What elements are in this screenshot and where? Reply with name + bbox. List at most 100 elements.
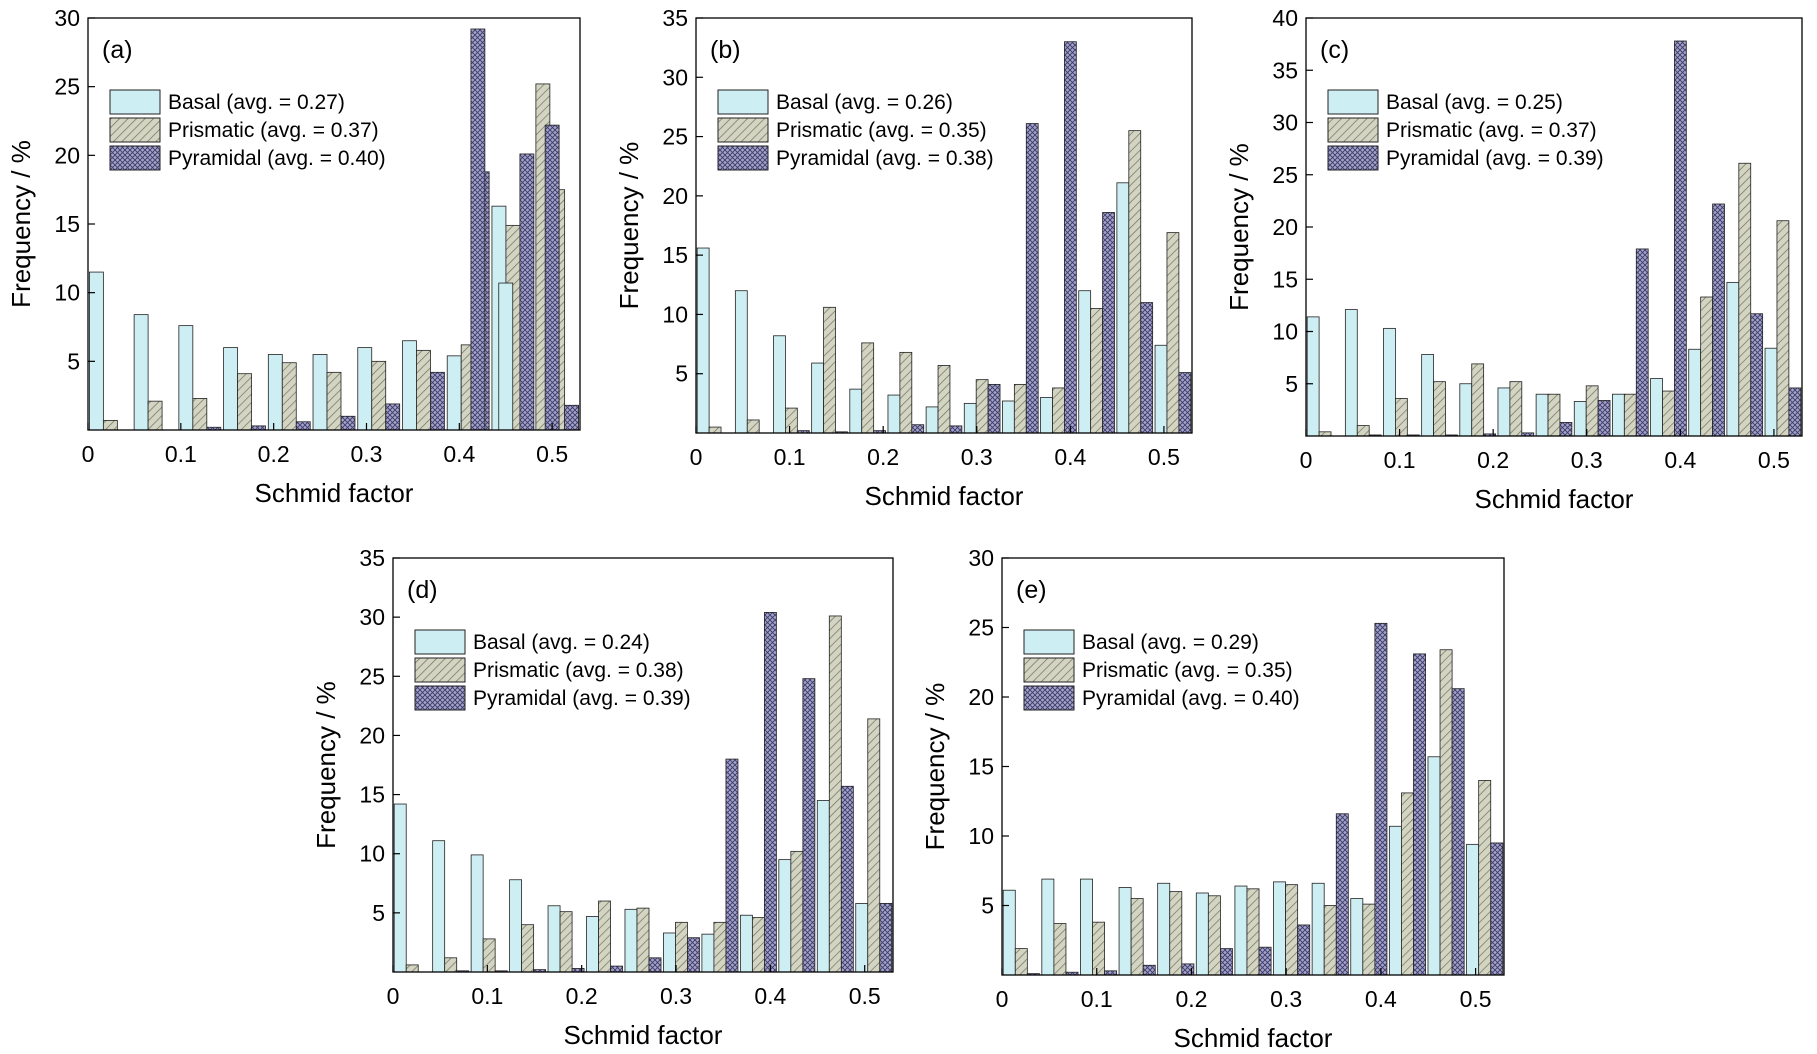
bar-series1-bin8: [1273, 881, 1286, 976]
bar-series1-bin1: [1002, 889, 1016, 976]
bar-series2-bin3: [1092, 921, 1105, 976]
x-tick-label: 0.4: [1054, 444, 1086, 470]
bar-series2-bin3: [785, 407, 798, 434]
bar-series2-bin7: [636, 907, 650, 973]
x-tick-label: 0.4: [1664, 447, 1696, 473]
bar-series1-bin11: [1688, 348, 1702, 437]
bar-series2-bin6: [1207, 895, 1221, 976]
y-tick-label: 25: [968, 615, 994, 641]
bar-extra-3: [470, 28, 486, 431]
y-tick-label: 5: [1285, 371, 1298, 397]
bar-series3-bin7: [648, 957, 662, 973]
legend-swatch-1: [109, 89, 161, 115]
panel-label: (c): [1320, 36, 1349, 64]
bar-series1-bin7: [357, 347, 373, 431]
bar-series2-bin5: [1471, 363, 1485, 437]
bar-series3-bin11: [1712, 203, 1725, 437]
bar-series1-bin12: [1427, 756, 1441, 976]
bar-series1-bin8: [402, 340, 417, 431]
y-tick-label: 30: [968, 545, 994, 571]
bar-series2-bin5: [1169, 891, 1183, 976]
bar-series2-bin11: [790, 850, 804, 973]
bar-series3-bin8: [987, 383, 1001, 434]
y-tick-label: 10: [662, 301, 688, 327]
y-tick-label: 15: [968, 754, 994, 780]
bar-series1-bin3: [773, 335, 786, 434]
bar-series2-bin11: [1401, 792, 1414, 976]
bar-series1-bin11: [1388, 825, 1402, 976]
bar-series1-bin5: [267, 354, 283, 431]
y-axis-label: Frequency / %: [614, 142, 644, 310]
bar-series1-bin1: [393, 803, 407, 973]
chart-panel-1: 0 0.1 0.2 0.3 0.4 0.5 5 10 15 20 25 30 Schmid factor…: [6, 5, 581, 508]
y-tick-label: 15: [662, 242, 688, 268]
bar-series3-bin11: [1102, 212, 1115, 434]
y-tick-label: 5: [67, 348, 80, 374]
bar-series1-bin9: [446, 355, 462, 431]
bar-series3-bin10: [763, 612, 777, 973]
x-tick-label: 0.1: [1384, 447, 1416, 473]
legend-entry-1: Basal (avg. = 0.25): [1386, 91, 1563, 114]
bar-series3-bin10: [1374, 622, 1388, 976]
bar-series1-bin6: [887, 394, 901, 434]
bar-series1-bin3: [1080, 878, 1093, 976]
bar-series1-bin11: [778, 859, 792, 973]
y-tick-label: 30: [662, 64, 688, 90]
chart-panel-4: 0 0.1 0.2 0.3 0.4 0.5 5 10 15 20 25 30 35 Schmid fact…: [311, 545, 894, 1050]
y-tick-label: 25: [662, 124, 688, 150]
bar-series3-bin12: [1140, 302, 1154, 434]
legend-entry-1: Basal (avg. = 0.29): [1082, 631, 1259, 654]
y-tick-label: 10: [54, 280, 80, 306]
x-tick-label: 0.4: [1365, 986, 1397, 1012]
y-tick-label: 40: [1272, 5, 1298, 31]
bar-series2-bin6: [326, 371, 342, 431]
x-tick-label: 0.4: [754, 983, 786, 1009]
x-tick-label: 0.5: [1148, 444, 1180, 470]
bar-series2-bin8: [1285, 884, 1299, 976]
bar-series1-bin6: [586, 916, 599, 973]
bar-series3-bin6: [911, 424, 925, 434]
bar-series3-bin10: [1064, 41, 1077, 434]
bar-series2-bin1: [102, 419, 118, 431]
bar-series2-bin1: [708, 426, 722, 434]
bar-series2-bin3: [1395, 397, 1408, 437]
bar-series1-bin11: [1078, 290, 1092, 434]
bar-series3-bin7: [1258, 946, 1272, 976]
bar-series1-bin5: [1157, 882, 1171, 976]
x-tick-label: 0.2: [1477, 447, 1509, 473]
bar-series2-bin5: [559, 911, 573, 973]
bar-series1-bin1: [89, 271, 104, 431]
bar-series1-bin8: [1573, 401, 1587, 437]
chart-panel-5: 0 0.1 0.2 0.3 0.4 0.5 5 10 15 20 25 30 Schmid factor…: [920, 545, 1505, 1053]
bar-series3-bin6: [610, 965, 623, 973]
bar-series2-bin12: [828, 615, 842, 973]
bar-series3-bin9: [1025, 123, 1039, 434]
bar-series3-bin13: [1178, 372, 1192, 434]
bar-series2-bin9: [1013, 383, 1027, 434]
bar-series2-bin11: [1700, 296, 1713, 437]
bar-series1-bin10: [1650, 378, 1663, 437]
bar-series3-bin9: [1635, 248, 1649, 437]
legend-entry-2: Prismatic (avg. = 0.37): [168, 119, 379, 142]
bar-series1-bin4: [509, 879, 523, 973]
bar-series3-bin13: [879, 902, 893, 973]
bar-extra-4: [544, 124, 560, 431]
chart-panel-2: 0 0.1 0.2 0.3 0.4 0.5 5 10 15 20 25 30 35 Schmid fact…: [614, 5, 1193, 511]
legend-swatch-2: [1023, 657, 1075, 683]
bar-series2-bin12: [1738, 162, 1752, 437]
y-tick-label: 15: [1272, 266, 1298, 292]
bar-series3-bin6: [340, 415, 356, 431]
bar-series1-bin7: [624, 908, 638, 973]
y-tick-label: 35: [359, 545, 385, 571]
bar-series1-bin13: [1466, 843, 1480, 976]
plot-frame: [695, 17, 1193, 434]
legend-entry-2: Prismatic (avg. = 0.37): [1386, 119, 1597, 142]
legend-swatch-2: [1327, 117, 1379, 143]
x-axis-label: Schmid factor: [255, 478, 414, 508]
bar-series1-bin5: [547, 905, 561, 973]
bar-series3-bin11: [802, 678, 816, 973]
plot-frame: [392, 557, 894, 973]
bar-series2-bin2: [1053, 923, 1067, 976]
bar-series3-bin7: [385, 403, 401, 431]
bar-series1-bin13: [1154, 344, 1168, 434]
